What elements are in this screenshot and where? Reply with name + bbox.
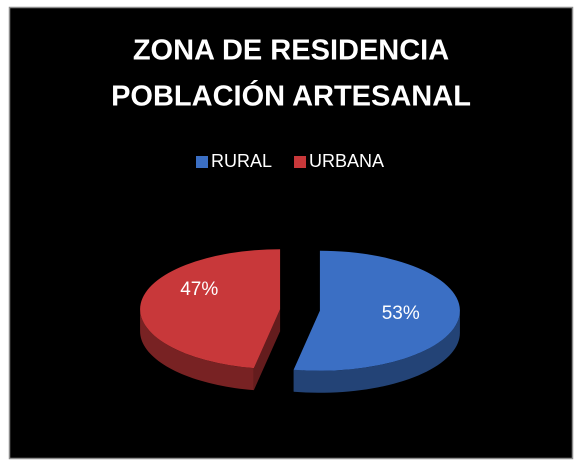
legend-swatch xyxy=(196,156,208,168)
pie-wall xyxy=(140,309,254,391)
chart-title: ZONA DE RESIDENCIA xyxy=(133,35,449,67)
pie-wall xyxy=(293,310,460,393)
legend-label: RURAL xyxy=(211,151,272,171)
pie-tops xyxy=(140,249,460,371)
chart-title: POBLACIÓN ARTESANAL xyxy=(111,79,471,113)
legend-swatch xyxy=(294,156,307,168)
pie-cut-face xyxy=(253,309,281,391)
pie-slice xyxy=(140,249,281,369)
chart-area xyxy=(8,6,574,460)
legend-label: URBANA xyxy=(309,151,384,171)
data-label: 53% xyxy=(382,303,420,324)
data-label: 47% xyxy=(180,279,218,300)
pie-slice xyxy=(293,250,460,371)
